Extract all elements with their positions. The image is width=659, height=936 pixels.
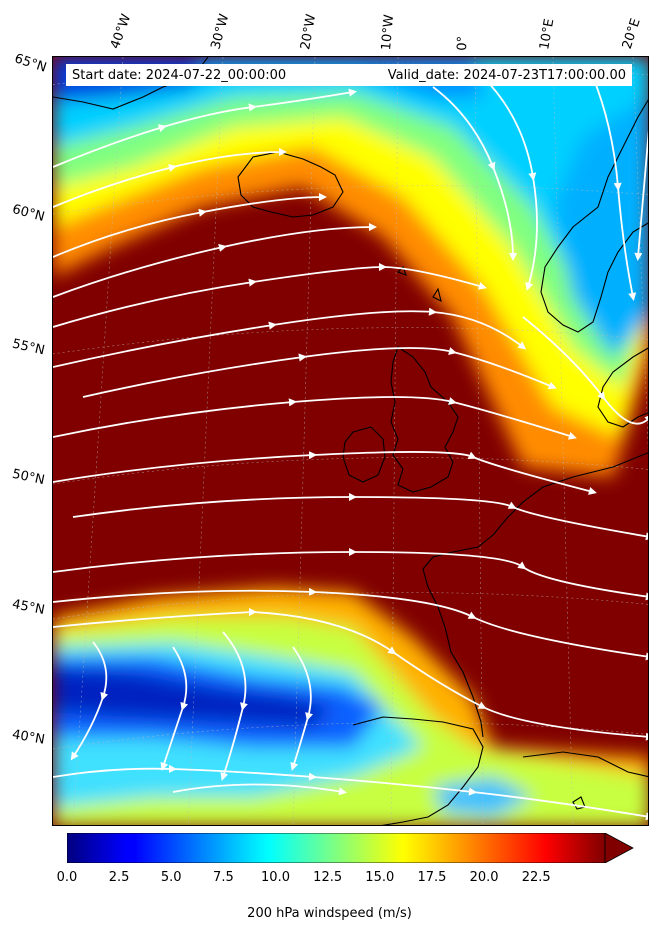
lon-label-10w: 10°W [379, 13, 398, 51]
colorbar [67, 833, 634, 863]
lon-label-20w: 20°W [298, 13, 320, 52]
lat-label-50n: 50°N [10, 466, 46, 489]
wind-map [52, 56, 649, 826]
lon-label-30w: 30°W [208, 12, 233, 51]
lon-label-40w: 40°W [107, 12, 135, 51]
colorbar-tick-label: 5.0 [160, 870, 182, 885]
colorbar-tick-label: 20.0 [469, 870, 499, 885]
colorbar-tick-label: 12.5 [313, 870, 343, 885]
colorbar-tick-label: 2.5 [108, 870, 130, 885]
colorbar-title: 200 hPa windspeed (m/s) [247, 906, 412, 921]
colorbar-extend-arrow [604, 833, 634, 863]
streamlines [53, 76, 648, 821]
colorbar-tick-label: 22.5 [521, 870, 551, 885]
colorbar-tick-label: 15.0 [365, 870, 395, 885]
colorbar-tick-label: 17.5 [417, 870, 447, 885]
lat-label-55n: 55°N [10, 336, 47, 359]
colorbar-tick-label: 0.0 [56, 870, 78, 885]
colorbar-tick-label: 7.5 [213, 870, 234, 885]
windspeed-field [53, 57, 648, 825]
date-header: Start date: 2024-07-22_00:00:00 Valid_da… [66, 64, 632, 86]
norway-coast [540, 99, 648, 333]
colorbar-tick-label: 10.0 [261, 870, 290, 885]
start-date-label: Start date: 2024-07-22_00:00:00 [72, 67, 287, 83]
map-canvas [53, 57, 648, 825]
lon-label-20e: 20°E [619, 16, 644, 51]
colorbar-gradient [67, 833, 606, 863]
lat-label-60n: 60°N [10, 202, 47, 225]
lat-label-40n: 40°N [10, 727, 46, 748]
valid-date-label: Valid_date: 2024-07-23T17:00:00.00 [387, 67, 626, 83]
lat-label-45n: 45°N [10, 597, 46, 618]
lat-label-65n: 65°N [12, 51, 49, 76]
lon-label-10e: 10°E [537, 17, 558, 52]
lon-label-0: 0° [455, 35, 471, 51]
